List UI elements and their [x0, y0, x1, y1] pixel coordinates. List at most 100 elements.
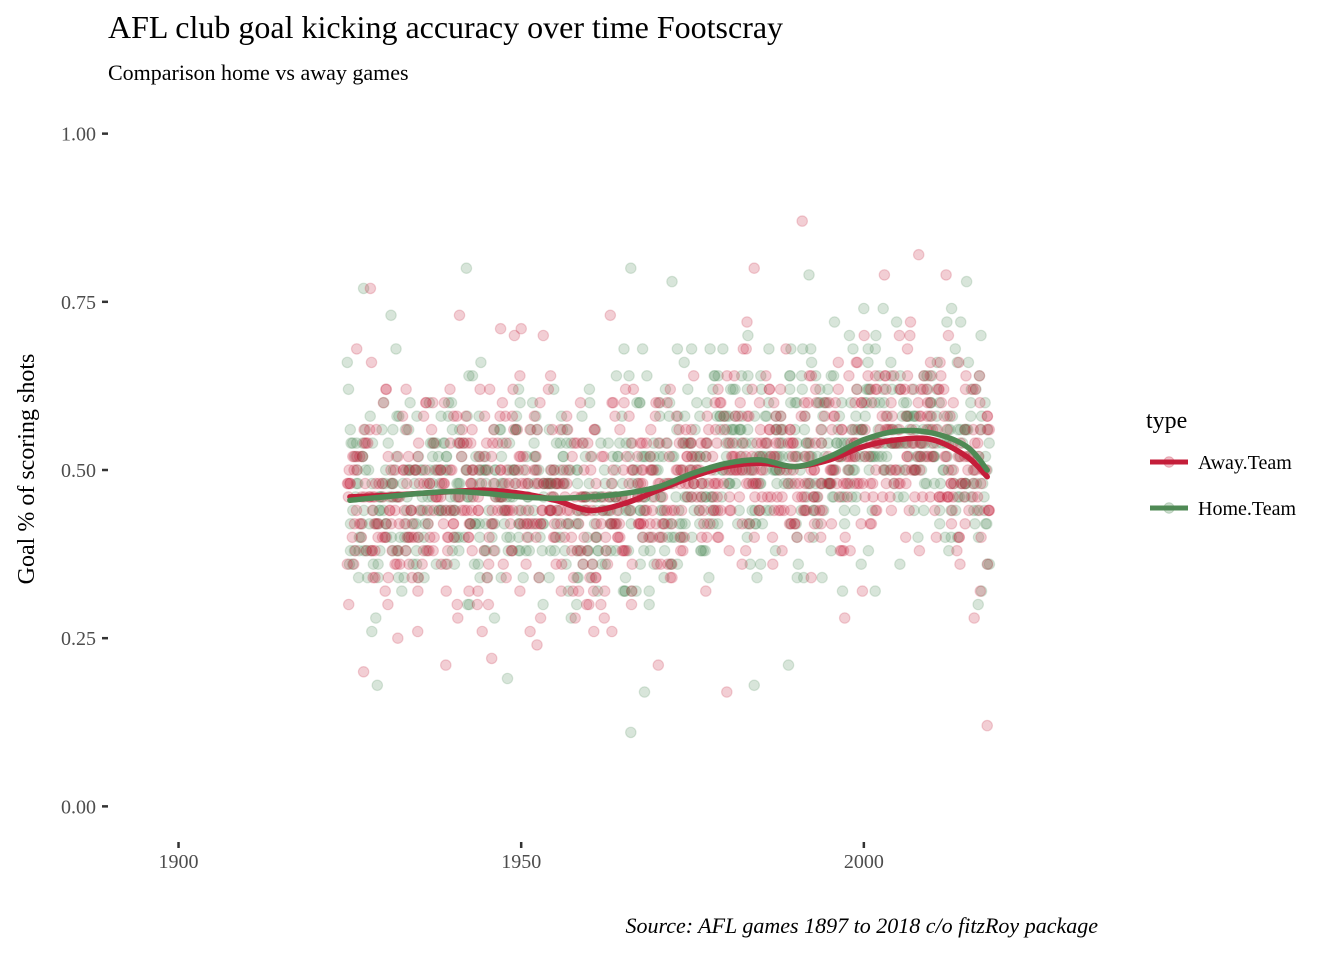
scatter-point [416, 558, 428, 570]
scatter-point [726, 423, 739, 436]
scatter-point [543, 423, 556, 436]
scatter-point [472, 504, 484, 517]
scatter-point [604, 517, 616, 530]
scatter-point [681, 383, 694, 396]
scatter-point [473, 517, 486, 530]
scatter-point [894, 369, 907, 382]
scatter-point [748, 410, 761, 422]
scatter-point [707, 517, 719, 530]
scatter-point [908, 464, 921, 476]
scatter-point [748, 262, 760, 274]
scatter-point [383, 504, 396, 517]
scatter-point [698, 504, 710, 517]
scatter-point [460, 464, 473, 476]
scatter-point [928, 477, 941, 490]
scatter-point [931, 356, 943, 369]
scatter-point [402, 450, 415, 463]
scatter-point [894, 558, 906, 570]
scatter-point [358, 423, 370, 436]
scatter-point [349, 450, 362, 463]
scatter-point [815, 423, 828, 436]
scatter-point [464, 517, 477, 530]
scatter-point [538, 477, 550, 490]
scatter-point [814, 531, 827, 544]
scatter-point [912, 248, 925, 261]
scatter-point [609, 464, 622, 476]
scatter-point [567, 571, 580, 584]
scatter-point [637, 544, 650, 557]
scatter-point [357, 282, 370, 295]
scatter-point [521, 517, 533, 530]
scatter-point [403, 531, 415, 544]
scatter-point [678, 356, 690, 369]
scatter-point [391, 410, 403, 422]
scatter-point [422, 517, 434, 530]
scatter-point [751, 571, 763, 584]
scatter-point [565, 612, 577, 624]
scatter-point [901, 450, 913, 463]
scatter-point [803, 369, 816, 382]
scatter-point [867, 491, 879, 503]
scatter-point [379, 477, 391, 490]
scatter-point [574, 396, 587, 409]
scatter-point [613, 437, 626, 449]
scatter-point [722, 477, 735, 490]
scatter-point [458, 531, 470, 544]
scatter-point [463, 598, 476, 611]
scatter-point [510, 410, 523, 422]
scatter-point [464, 437, 477, 449]
scatter-point [554, 504, 567, 517]
scatter-point [441, 531, 454, 544]
scatter-point [509, 464, 521, 476]
scatter-point [851, 356, 864, 369]
scatter-point [699, 491, 712, 503]
scatter-point [602, 437, 615, 449]
scatter-point [913, 544, 926, 557]
scatter-point [554, 464, 566, 476]
scatter-point [560, 517, 573, 530]
scatter-point [879, 369, 891, 382]
scatter-point [693, 504, 705, 517]
scatter-point [372, 517, 385, 530]
scatter-point [798, 450, 810, 463]
scatter-point [964, 396, 977, 409]
scatter-point [491, 504, 504, 517]
scatter-point [389, 504, 401, 517]
scatter-point [795, 410, 807, 422]
scatter-point [614, 531, 626, 544]
scatter-point [835, 491, 848, 503]
scatter-point [416, 464, 429, 476]
scatter-point [733, 491, 746, 503]
scatter-point [526, 517, 539, 530]
scatter-point [505, 544, 518, 557]
scatter-point [878, 269, 891, 281]
scatter-point [925, 450, 938, 463]
scatter-point [461, 464, 473, 476]
scatter-point [481, 571, 493, 584]
scatter-point [789, 450, 801, 463]
scatter-point [851, 383, 863, 396]
scatter-point [625, 585, 638, 597]
scatter-point [425, 423, 438, 436]
scatter-point [565, 531, 578, 544]
scatter-point [463, 585, 475, 597]
scatter-point [503, 504, 516, 517]
scatter-point [807, 531, 820, 544]
scatter-point [822, 437, 834, 449]
scatter-point [612, 531, 624, 544]
scatter-point [881, 410, 894, 422]
scatter-point [942, 544, 955, 557]
scatter-point [959, 477, 972, 490]
scatter-point [708, 504, 720, 517]
scatter-point [677, 544, 689, 557]
scatter-point [900, 410, 913, 422]
scatter-point [405, 531, 418, 544]
scatter-point [848, 464, 861, 476]
scatter-point [685, 491, 698, 503]
scatter-point [609, 410, 621, 422]
scatter-point [353, 517, 366, 530]
scatter-point [843, 329, 856, 342]
scatter-point [525, 423, 537, 436]
scatter-point [815, 517, 827, 530]
scatter-point [558, 531, 571, 544]
